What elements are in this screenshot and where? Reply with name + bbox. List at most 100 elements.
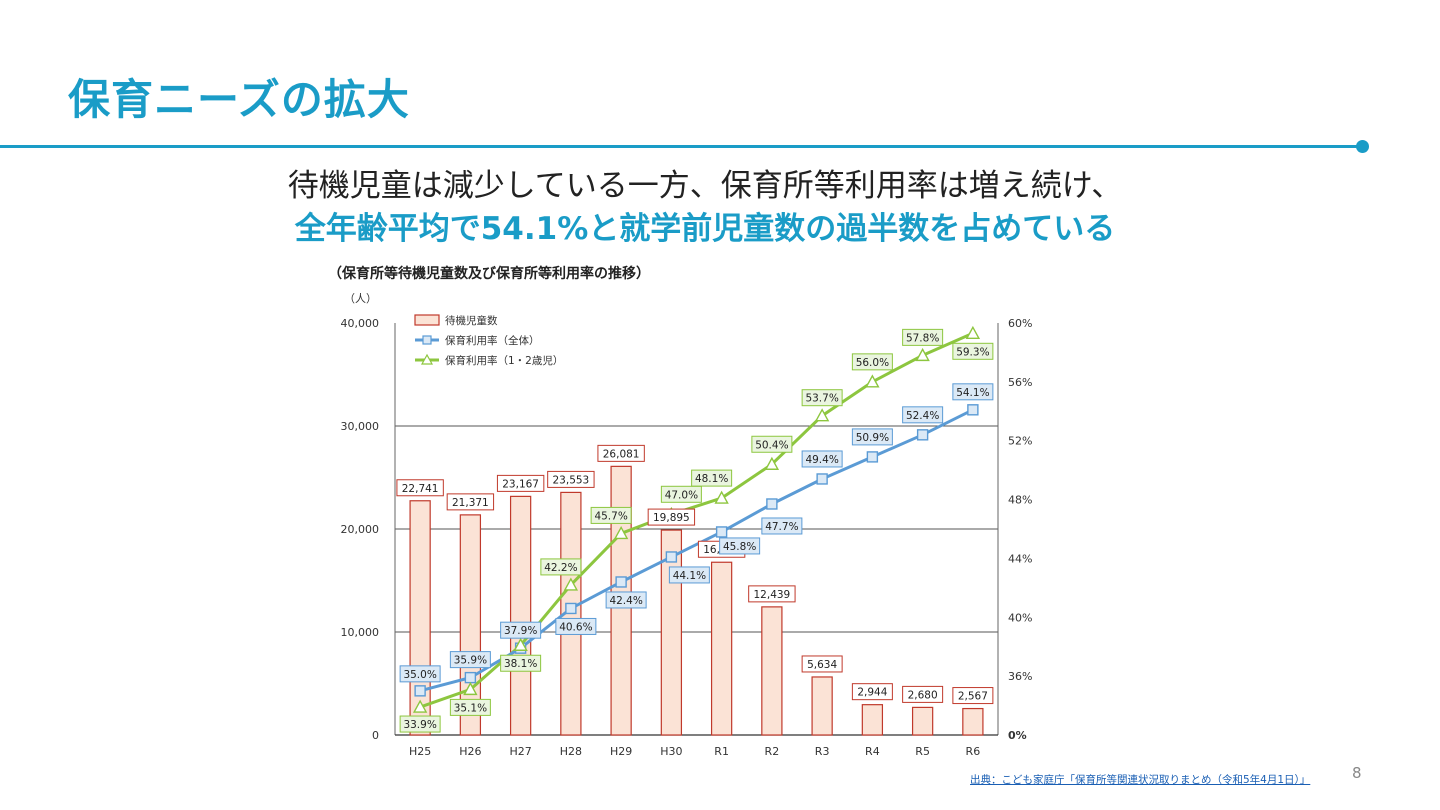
bar-R4 <box>861 704 884 736</box>
marker-young-H27 <box>513 637 528 651</box>
marker-young-R2 <box>764 456 780 470</box>
subtitle-line-1: 待機児童は減少している一方、保育所等利用率は増え続け、 <box>287 168 1123 204</box>
all-label-R3-box <box>801 450 843 468</box>
x-tick-label: H30 <box>660 745 682 758</box>
bar-label-H25: 22,741 <box>402 483 439 495</box>
all-label-R5-box <box>902 406 944 424</box>
marker-all-H29 <box>615 576 627 588</box>
bar-label-H30-box <box>647 508 696 526</box>
legend-young-marker <box>420 353 434 365</box>
right-tick-label: 48% <box>1008 494 1032 507</box>
source-link[interactable]: 出典：こども家庭庁「保育所等関連状況取りまとめ（令和5年4月1日）」 <box>970 774 1311 786</box>
all-label-H29-box <box>605 591 647 609</box>
divider-dot <box>1356 140 1369 153</box>
bar-label-R4: 2,944 <box>857 687 887 699</box>
x-tick-label: H28 <box>560 745 582 758</box>
all-label-R2: 47.7% <box>765 521 798 533</box>
young-label-R2-box <box>751 435 793 453</box>
bar-label-R3: 5,634 <box>807 659 837 671</box>
legend-label-young: 保育利用率（1・2歳児） <box>445 354 563 367</box>
x-tick-label: H25 <box>409 745 431 758</box>
bar-label-H30: 19,895 <box>653 512 690 524</box>
young-label-H25: 33.9% <box>403 719 436 731</box>
bar-R5 <box>911 706 934 736</box>
marker-all-H28 <box>565 602 577 615</box>
series-line-all <box>419 408 974 693</box>
marker-young-R4 <box>865 374 880 388</box>
young-label-H28: 42.2% <box>544 562 577 574</box>
left-axis-unit: （人） <box>344 292 377 305</box>
left-tick-label: 20,000 <box>341 523 380 536</box>
all-label-R5: 52.4% <box>906 410 939 422</box>
legend-bar-swatch <box>414 314 440 326</box>
x-tick-label: R3 <box>815 745 830 758</box>
x-tick-label: R1 <box>714 745 729 758</box>
marker-young-R3 <box>814 408 830 422</box>
young-label-H27-box <box>500 654 542 672</box>
young-label-R3-box <box>801 389 843 407</box>
young-label-H26-box <box>449 698 491 716</box>
marker-young-H29 <box>613 525 629 540</box>
marker-all-R2 <box>766 498 778 510</box>
young-label-R1-box <box>691 469 733 487</box>
right-tick-label: 44% <box>1008 552 1032 565</box>
all-label-H25: 35.0% <box>403 669 436 681</box>
young-label-H29-box <box>590 506 632 524</box>
young-label-R1: 48.1% <box>695 473 728 485</box>
bar-label-H27-box <box>496 474 545 492</box>
young-label-H29: 45.7% <box>594 510 627 522</box>
bar-R6 <box>962 707 984 736</box>
x-tick-label: R5 <box>915 745 930 758</box>
bar-label-R3-box <box>801 655 843 673</box>
all-label-H26-box <box>449 651 491 669</box>
all-label-R2-box <box>761 517 803 535</box>
marker-young-R1 <box>714 490 729 504</box>
x-tick-label: H27 <box>509 745 531 758</box>
legend-all-marker <box>422 335 432 345</box>
young-label-H28-box <box>540 558 582 576</box>
bar-label-H29-box <box>597 444 645 462</box>
right-tick-label: 60% <box>1008 317 1032 330</box>
marker-all-R5 <box>916 429 929 441</box>
all-label-H27-box <box>500 621 542 639</box>
young-label-R6-box <box>952 342 994 360</box>
x-tick-label: R4 <box>865 745 880 758</box>
right-tick-label: 0% <box>1008 729 1027 742</box>
bar-R2 <box>761 606 783 736</box>
marker-all-R4 <box>866 451 879 463</box>
bar-label-R5: 2,680 <box>908 689 938 701</box>
x-tick-label: H26 <box>459 745 481 758</box>
all-label-H29: 42.4% <box>609 595 642 607</box>
bar-label-H26-box <box>446 493 495 511</box>
bar-label-R4-box <box>851 683 893 701</box>
bar-R1 <box>710 561 733 736</box>
young-label-H30: 47.0% <box>665 489 698 501</box>
young-label-H26: 35.1% <box>454 702 487 714</box>
x-tick-label: H29 <box>610 745 632 758</box>
bar-label-H29: 26,081 <box>603 448 640 460</box>
all-label-R1-box <box>719 537 761 555</box>
right-tick-label: 52% <box>1008 435 1032 448</box>
legend-label-all: 保育利用率（全体） <box>445 334 540 347</box>
bar-label-R6-box <box>952 687 994 705</box>
all-label-R3: 49.4% <box>805 454 838 466</box>
title-divider <box>0 145 1362 148</box>
marker-all-R1 <box>715 526 728 538</box>
all-label-H27: 37.9% <box>504 625 537 637</box>
bar-H27 <box>509 495 532 736</box>
all-label-H28-box <box>555 617 597 635</box>
left-tick-label: 30,000 <box>341 420 380 433</box>
marker-young-H25 <box>412 699 428 713</box>
bar-label-H27: 23,167 <box>502 478 539 490</box>
page-number: 8 <box>1352 764 1362 782</box>
marker-all-H25 <box>414 685 426 697</box>
all-label-H30-box <box>668 566 710 584</box>
young-label-R5-box <box>902 328 944 346</box>
all-label-R6: 54.1% <box>956 387 989 399</box>
young-label-R6: 59.3% <box>956 346 989 358</box>
marker-young-H26 <box>463 681 478 696</box>
chart-title: （保育所等待機児童数及び保育所等利用率の推移） <box>328 265 650 282</box>
series-line-young <box>419 331 974 709</box>
young-label-R2: 50.4% <box>755 439 788 451</box>
x-tick-label: R6 <box>966 745 981 758</box>
